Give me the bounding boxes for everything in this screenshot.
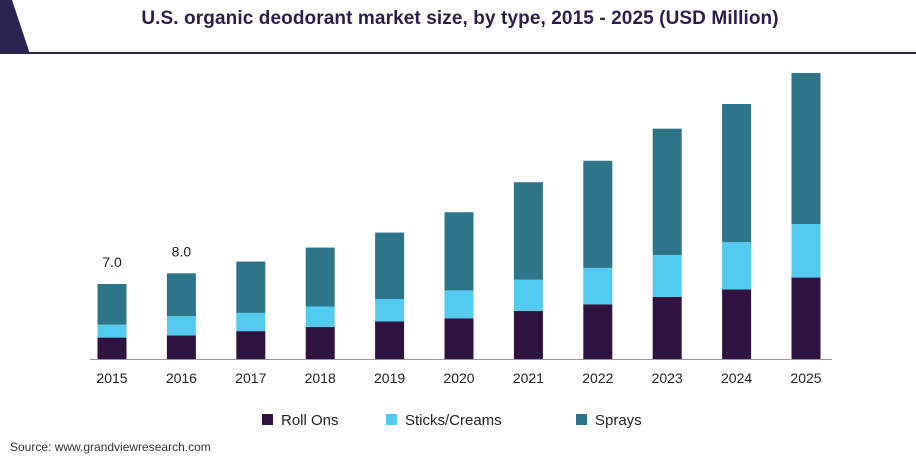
- bar-sprays-2019: [375, 232, 405, 299]
- bar-roll-ons-2022: [583, 304, 613, 359]
- x-tick-label-2017: 2017: [235, 370, 266, 386]
- bar-roll-ons-2021: [513, 310, 543, 359]
- bar-roll-ons-2015: [97, 337, 127, 359]
- legend-label-sprays: Sprays: [595, 412, 642, 429]
- bar-sprays-2021: [513, 182, 543, 280]
- bar-sticks-creams-2024: [722, 242, 752, 290]
- header-banner: U.S. organic deodorant market size, by t…: [0, 0, 916, 54]
- legend-swatch-roll-ons: [262, 414, 273, 425]
- bar-sticks-creams-2025: [791, 224, 821, 278]
- x-tick-label-2020: 2020: [443, 370, 474, 386]
- bar-sprays-2020: [444, 212, 474, 291]
- bar-sprays-2022: [583, 160, 613, 268]
- x-tick-label-2022: 2022: [582, 370, 613, 386]
- legend-swatch-sprays: [576, 414, 587, 425]
- bar-roll-ons-2025: [791, 277, 821, 359]
- bar-sticks-creams-2019: [375, 299, 405, 322]
- source-note: Source: www.grandviewresearch.com: [10, 440, 211, 454]
- bar-roll-ons-2020: [444, 318, 474, 359]
- x-tick-label-2023: 2023: [652, 370, 683, 386]
- x-tick-label-2016: 2016: [166, 370, 197, 386]
- bar-sticks-creams-2017: [236, 312, 266, 332]
- header-accent-tab: [0, 0, 30, 54]
- x-tick-label-2024: 2024: [721, 370, 752, 386]
- bar-sticks-creams-2022: [583, 267, 613, 305]
- bar-sticks-creams-2018: [305, 306, 335, 327]
- bar-sprays-2016: [166, 273, 196, 317]
- bar-sprays-2017: [236, 261, 266, 313]
- bar-sticks-creams-2021: [513, 279, 543, 311]
- legend-swatch-sticks-creams: [386, 414, 397, 425]
- bar-roll-ons-2019: [375, 321, 405, 359]
- bar-sticks-creams-2015: [97, 324, 127, 338]
- x-tick-label-2021: 2021: [513, 370, 544, 386]
- legend-label-sticks-creams: Sticks/Creams: [405, 412, 502, 429]
- bar-roll-ons-2024: [722, 289, 752, 359]
- bar-sprays-2018: [305, 247, 335, 307]
- bar-roll-ons-2023: [652, 296, 682, 359]
- x-tick-label-2025: 2025: [790, 370, 821, 386]
- bar-sprays-2023: [652, 128, 682, 256]
- bar-roll-ons-2017: [236, 331, 266, 359]
- bar-roll-ons-2018: [305, 326, 335, 359]
- bar-sticks-creams-2020: [444, 290, 474, 319]
- x-tick-label-2019: 2019: [374, 370, 405, 386]
- legend-label-roll-ons: Roll Ons: [281, 412, 339, 429]
- bar-sticks-creams-2023: [652, 255, 682, 297]
- bar-sprays-2015: [97, 284, 127, 325]
- header-rule: [18, 52, 916, 54]
- bar-sticks-creams-2016: [166, 316, 196, 336]
- data-label-2015: 7.0: [102, 254, 122, 270]
- data-label-2016: 8.0: [172, 243, 192, 259]
- x-tick-label-2018: 2018: [305, 370, 336, 386]
- x-tick-label-2015: 2015: [96, 370, 127, 386]
- chart-title: U.S. organic deodorant market size, by t…: [141, 8, 779, 29]
- bar-roll-ons-2016: [166, 335, 196, 359]
- bar-sprays-2024: [722, 104, 752, 243]
- bar-sprays-2025: [791, 72, 821, 224]
